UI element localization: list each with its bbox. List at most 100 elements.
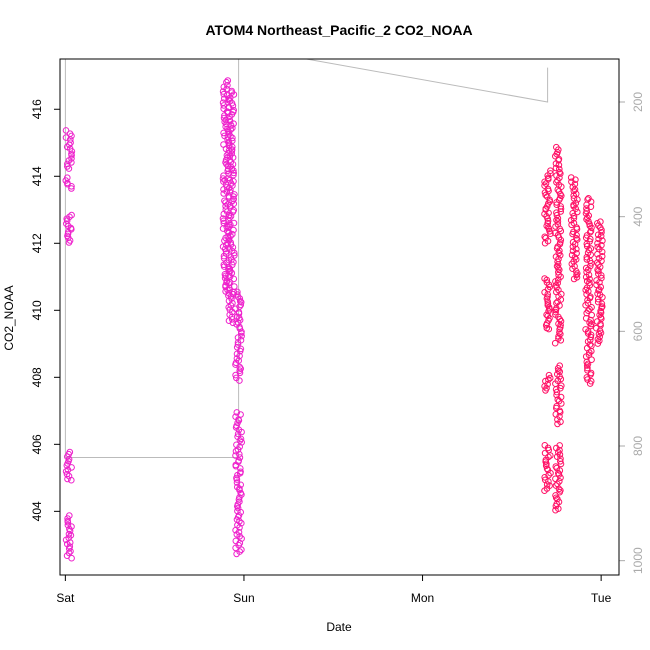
y-axis-label: CO2_NOAA <box>2 285 16 350</box>
co2-point <box>595 267 602 275</box>
co2-point <box>230 171 237 179</box>
co2-point <box>236 485 243 493</box>
co2-point <box>553 403 560 410</box>
co2-point <box>543 324 551 332</box>
co2-point <box>66 448 74 456</box>
co2-point <box>545 200 552 207</box>
co2-point <box>567 174 575 181</box>
y-tick-label: 412 <box>30 233 44 253</box>
co2-point <box>224 77 232 84</box>
co2-point <box>65 530 73 538</box>
co2-point <box>225 174 232 182</box>
co2-point <box>541 233 549 241</box>
co2-point <box>597 307 604 315</box>
co2-point <box>234 313 241 321</box>
co2-point <box>544 298 552 305</box>
co2-point <box>552 492 559 499</box>
co2-point <box>554 495 561 503</box>
co2-point <box>230 169 237 177</box>
co2-point <box>545 376 552 383</box>
co2-point <box>224 82 231 89</box>
co2-point <box>225 280 232 287</box>
co2-point <box>585 246 593 254</box>
co2-point <box>233 531 241 538</box>
co2-point <box>553 216 560 224</box>
co2-point <box>219 243 227 250</box>
co2-point <box>229 154 237 161</box>
co2-point <box>237 435 245 443</box>
co2-point <box>545 453 552 461</box>
co2-point <box>68 211 75 219</box>
co2-point <box>595 287 602 294</box>
co2-point <box>226 189 234 196</box>
x-axis-label: Date <box>326 620 352 634</box>
co2-point <box>228 87 235 95</box>
x-tick-label: Mon <box>411 591 434 605</box>
co2-point <box>63 143 71 151</box>
co2-point <box>238 332 245 340</box>
co2-point <box>232 452 239 459</box>
co2-point <box>233 409 241 416</box>
co2-point <box>586 257 594 265</box>
co2-point <box>573 236 581 243</box>
co2-point <box>556 169 563 176</box>
co2-point <box>544 293 551 301</box>
co2-point <box>66 130 74 137</box>
co2-point <box>235 457 242 464</box>
co2-point <box>553 388 561 396</box>
co2-point <box>543 384 550 392</box>
co2-point <box>64 160 71 168</box>
co2-point <box>586 275 593 283</box>
co2-point <box>233 479 241 486</box>
co2-point <box>233 321 240 328</box>
co2-point <box>65 549 73 557</box>
co2-point <box>585 195 592 202</box>
co2-point <box>230 219 238 227</box>
co2-point <box>558 382 565 390</box>
plot-frame <box>59 58 620 576</box>
co2-point <box>568 251 576 259</box>
co2-point <box>594 290 601 298</box>
y-tick-label: 416 <box>30 99 44 119</box>
co2-point <box>541 442 549 449</box>
co2-point <box>588 224 595 232</box>
co2-point <box>545 224 552 231</box>
co2-point <box>544 312 552 320</box>
co2-point <box>225 95 232 102</box>
co2-point <box>598 241 605 249</box>
co2-point <box>544 466 552 474</box>
co2-point <box>221 271 229 278</box>
co2-point <box>233 344 241 351</box>
plot-area <box>62 58 606 562</box>
co2-point <box>574 208 581 216</box>
co2-point <box>585 307 592 315</box>
y-tick-label: 414 <box>30 166 44 186</box>
co2-point <box>227 232 234 240</box>
co2-point <box>68 523 75 530</box>
co2-point <box>228 146 236 153</box>
co2-point <box>62 127 70 134</box>
y2-tick-label: 200 <box>631 92 645 112</box>
co2-point <box>553 288 560 296</box>
co2-point <box>547 170 554 177</box>
co2-point <box>225 223 232 231</box>
co2-point <box>222 199 229 206</box>
co2-point <box>594 259 601 266</box>
co2-point <box>236 548 243 555</box>
co2-point <box>584 364 591 372</box>
co2-point <box>556 362 564 370</box>
co2-point <box>543 311 550 319</box>
co2-point <box>588 304 595 311</box>
co2-point <box>569 210 577 217</box>
co2-point <box>547 167 554 174</box>
co2-point <box>234 430 242 438</box>
co2-point <box>587 235 594 243</box>
co2-point <box>67 139 74 146</box>
co2-point <box>586 229 594 236</box>
co2-point <box>229 134 236 142</box>
co2-point <box>586 305 593 313</box>
co2-point <box>229 197 236 205</box>
co2-point <box>68 155 75 162</box>
co2-point <box>237 298 245 306</box>
co2-point <box>237 411 244 418</box>
